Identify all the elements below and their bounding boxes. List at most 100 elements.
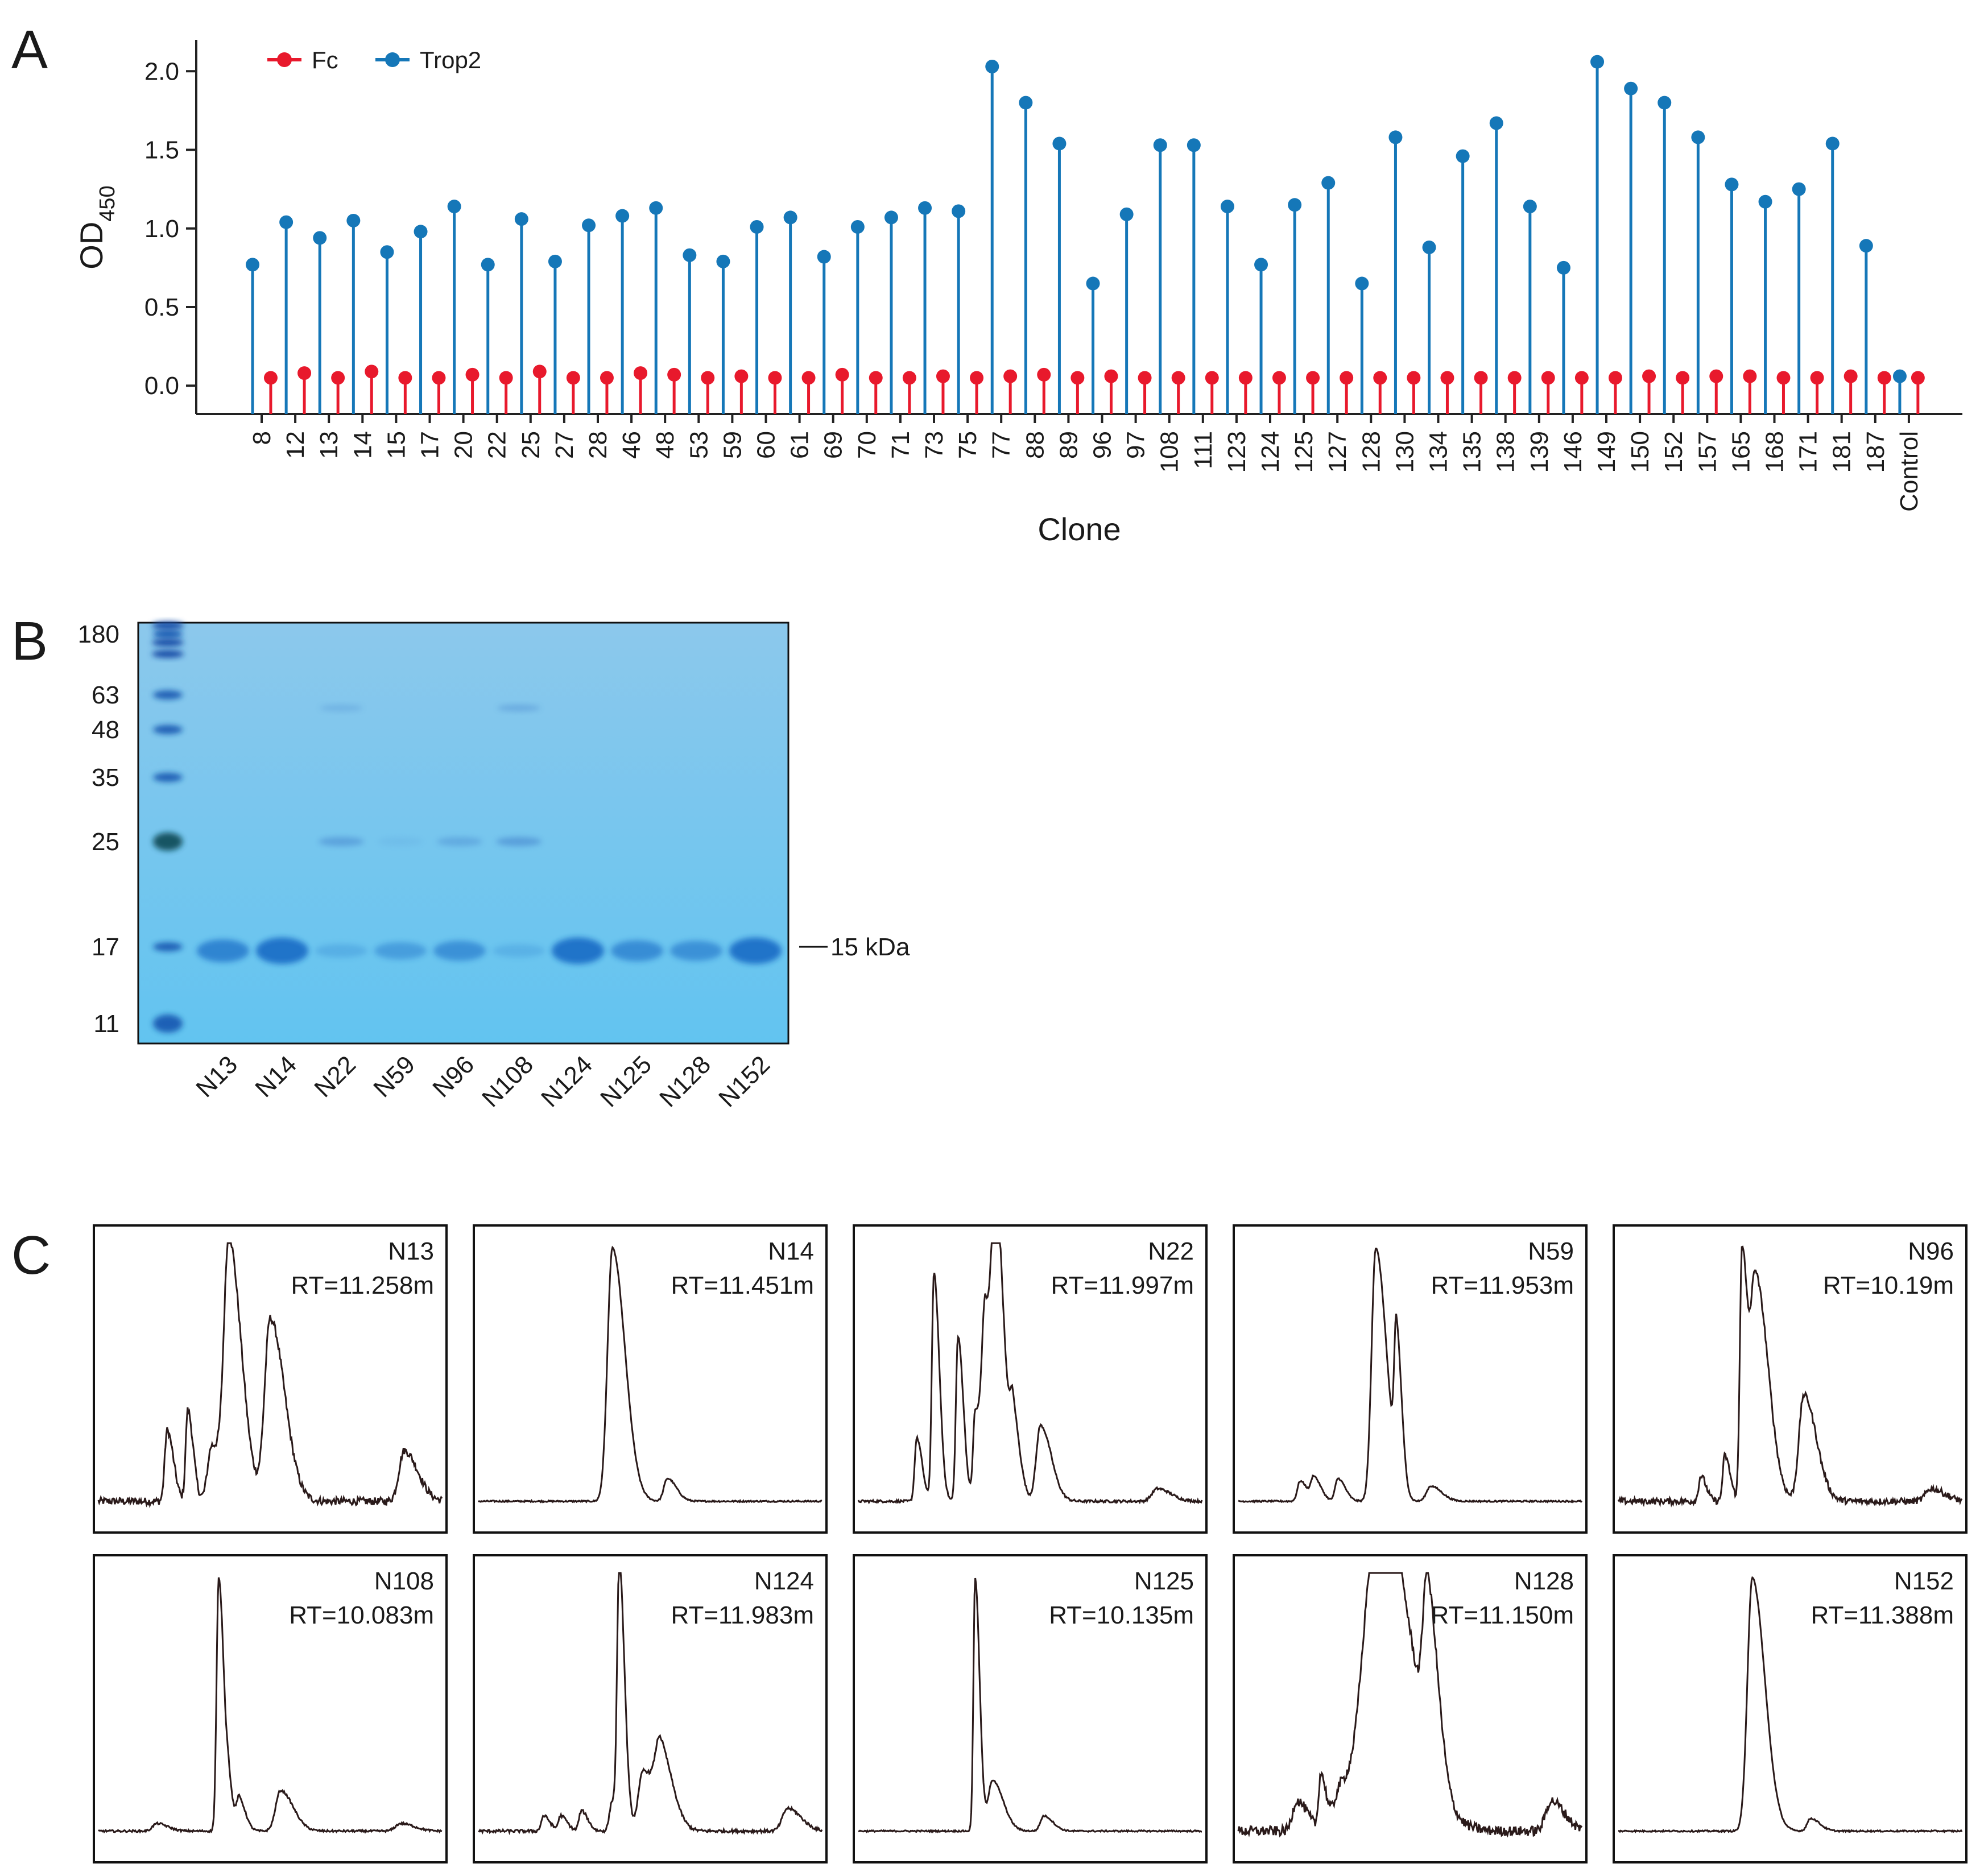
fc-point [1844,369,1858,383]
ladder-band [153,773,183,782]
x-tick-label: 168 [1761,431,1789,473]
lollipop-plot: 0.0 0.5 1.0 1.5 2.0 8 12 13 14 15 17 20 22 25 27 28 46 48… [73,40,1962,547]
trop2-point [783,210,797,225]
ladder-band [153,630,183,639]
trop2-point [1288,198,1302,212]
trop2-point [1489,116,1503,130]
chromatogram-sample-label: N108 [374,1567,434,1595]
chromatogram-rt-label: RT=11.983m [671,1601,814,1629]
lane-label: N14 [250,1050,302,1103]
chromatogram-rt-label: RT=11.997m [1051,1272,1194,1299]
trop2-point [1422,240,1436,254]
chromatogram-frame [473,1224,828,1534]
trop2-point [1658,96,1672,110]
legend-label: Fc [312,47,338,73]
panel-b: B 180 63 48 35 25 17 11 N13 N14 N22 N59 N96N108N124… [11,611,910,1112]
x-tick-label: 149 [1593,431,1621,473]
fc-point [398,371,412,385]
x-tick-label: 53 [685,431,713,459]
fc-point [1070,371,1085,385]
fc-point [869,371,883,385]
x-tick-label: 171 [1795,431,1822,473]
chromatogram-trace [858,1577,1202,1834]
trop2-point [1153,138,1167,152]
trop2-point [952,204,966,218]
chromatogram-rt-label: RT=11.451m [671,1272,814,1299]
x-tick-label: 157 [1693,431,1721,473]
fc-point [1407,371,1421,385]
band-15kda [552,937,604,964]
x-tick-label: 61 [786,431,814,459]
chromatogram-panel: N13 RT=11.258m [93,1224,448,1534]
trop2-point [582,218,596,233]
fc-point [1541,371,1555,385]
ladder-band [153,1014,183,1033]
trop2-point [514,212,528,226]
x-tick-label: 59 [718,431,746,459]
x-tick-label: 12 [282,431,309,459]
trop2-point [1792,182,1806,196]
x-tick-label: 165 [1727,431,1755,473]
ladder-band [153,833,183,851]
chromatogram-sample-label: N124 [754,1567,814,1595]
fc-point [1474,371,1488,385]
trop2-point [1187,138,1201,152]
trop2-point [279,215,294,229]
ladder-mark-label: 25 [92,828,119,856]
trop2-point [1892,369,1907,383]
x-tick-label: 75 [954,431,982,459]
chromatogram-frame [853,1554,1208,1863]
chromatogram-panel: N124 RT=11.983m [473,1554,828,1863]
x-tick-label: 13 [315,431,343,459]
fc-point [1776,371,1791,385]
chromatogram-panel: N96 RT=10.19m [1613,1224,1968,1534]
x-tick-label: 125 [1290,431,1318,473]
chromatogram-sample-label: N13 [388,1237,434,1265]
x-tick-label: 60 [753,431,780,459]
trop2-point [1254,258,1268,272]
trop2-point [1456,149,1470,163]
lane-label: N108 [477,1050,539,1112]
fc-point [1608,371,1622,385]
trop2-point [649,201,663,215]
chromatogram-trace [97,1242,443,1509]
trop2-point [918,201,932,215]
fc-point [1306,371,1320,385]
band-15kda [197,939,249,962]
x-tick-label: 88 [1021,431,1049,459]
lane-label: N59 [368,1050,420,1103]
ladder-band [152,650,184,658]
x-tick-label: 46 [618,431,646,459]
fc-point [1340,371,1354,385]
trop2-point [615,209,630,223]
chromatogram-rt-label: RT=10.135m [1049,1601,1194,1629]
trop2-point [1556,260,1570,275]
lane-label: N124 [536,1050,598,1112]
fc-point [1743,369,1757,383]
band-15kda [493,944,545,958]
x-tick-label: 17 [416,431,444,459]
x-tick-label: 97 [1122,431,1150,459]
legend: Fc Trop2 [267,47,481,73]
chromatogram-sample-label: N22 [1148,1237,1194,1265]
fc-point [1709,369,1723,383]
y-tick-label: 0.5 [144,293,179,321]
band-15kda [433,941,486,961]
chromatogram-trace [98,1577,443,1834]
band-63kda [497,705,540,711]
trop2-point [1086,276,1100,291]
chromatogram-sample-label: N128 [1514,1567,1574,1595]
x-tick-label: 96 [1089,431,1117,459]
trop2-point [481,258,495,272]
fc-point [1003,369,1018,383]
chromatogram-trace [1237,1572,1583,1838]
chromatogram-rt-label: RT=10.19m [1823,1272,1954,1299]
x-tick-label: 134 [1425,431,1453,473]
fc-point [1440,371,1454,385]
trop2-point [1388,130,1403,144]
panel-label-b: B [11,611,48,672]
trop2-point [1355,276,1369,291]
trop2-point [1825,136,1840,151]
ladder-mark-label: 180 [78,620,119,648]
x-tick-label: 138 [1492,431,1520,473]
